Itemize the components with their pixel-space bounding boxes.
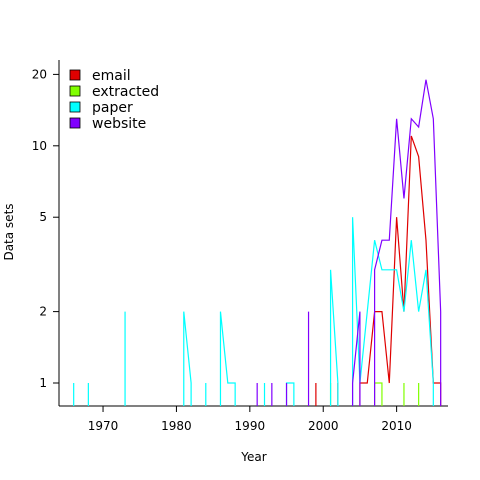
x-tick-label: 1970 [88, 419, 119, 433]
x-axis-ticks: 1970 1980 1990 2000 2010 [88, 406, 412, 433]
y-tick-label: 10 [32, 139, 47, 153]
series-line-website [374, 79, 442, 406]
series-line-paper [285, 382, 295, 406]
legend-swatch-website [69, 117, 81, 129]
x-tick-label: 1980 [161, 419, 192, 433]
x-axis-label: Year [240, 450, 266, 464]
legend-label-email: email [92, 68, 131, 84]
series-line-paper [219, 311, 236, 406]
legend-label-website: website [92, 116, 146, 132]
plot-area: 1970 1980 1990 2000 2010 1 2 5 10 20 [32, 60, 448, 433]
series-website [256, 79, 442, 406]
y-tick-label: 20 [32, 67, 47, 81]
legend-swatch-paper [69, 101, 81, 113]
series-email [315, 135, 442, 406]
series-line-paper [183, 311, 192, 406]
y-tick-label: 2 [39, 305, 47, 319]
legend-label-extracted: extracted [92, 84, 159, 100]
series-group [73, 79, 442, 406]
series-line-paper [329, 269, 339, 406]
x-tick-label: 1990 [235, 419, 266, 433]
y-axis-label: Data sets [2, 203, 16, 260]
y-axis-ticks: 1 2 5 10 20 [32, 67, 59, 390]
legend-swatch-email [69, 69, 81, 81]
y-tick-label: 5 [39, 210, 47, 224]
x-tick-label: 2000 [308, 419, 339, 433]
y-tick-label: 1 [39, 376, 47, 390]
legend-label-paper: paper [92, 100, 133, 116]
x-tick-label: 2010 [381, 419, 412, 433]
series-line-paper [351, 217, 434, 406]
series-line-extracted [374, 382, 383, 406]
legend-swatch-extracted [69, 85, 81, 97]
series-paper [73, 217, 434, 406]
series-line-website [351, 311, 361, 406]
